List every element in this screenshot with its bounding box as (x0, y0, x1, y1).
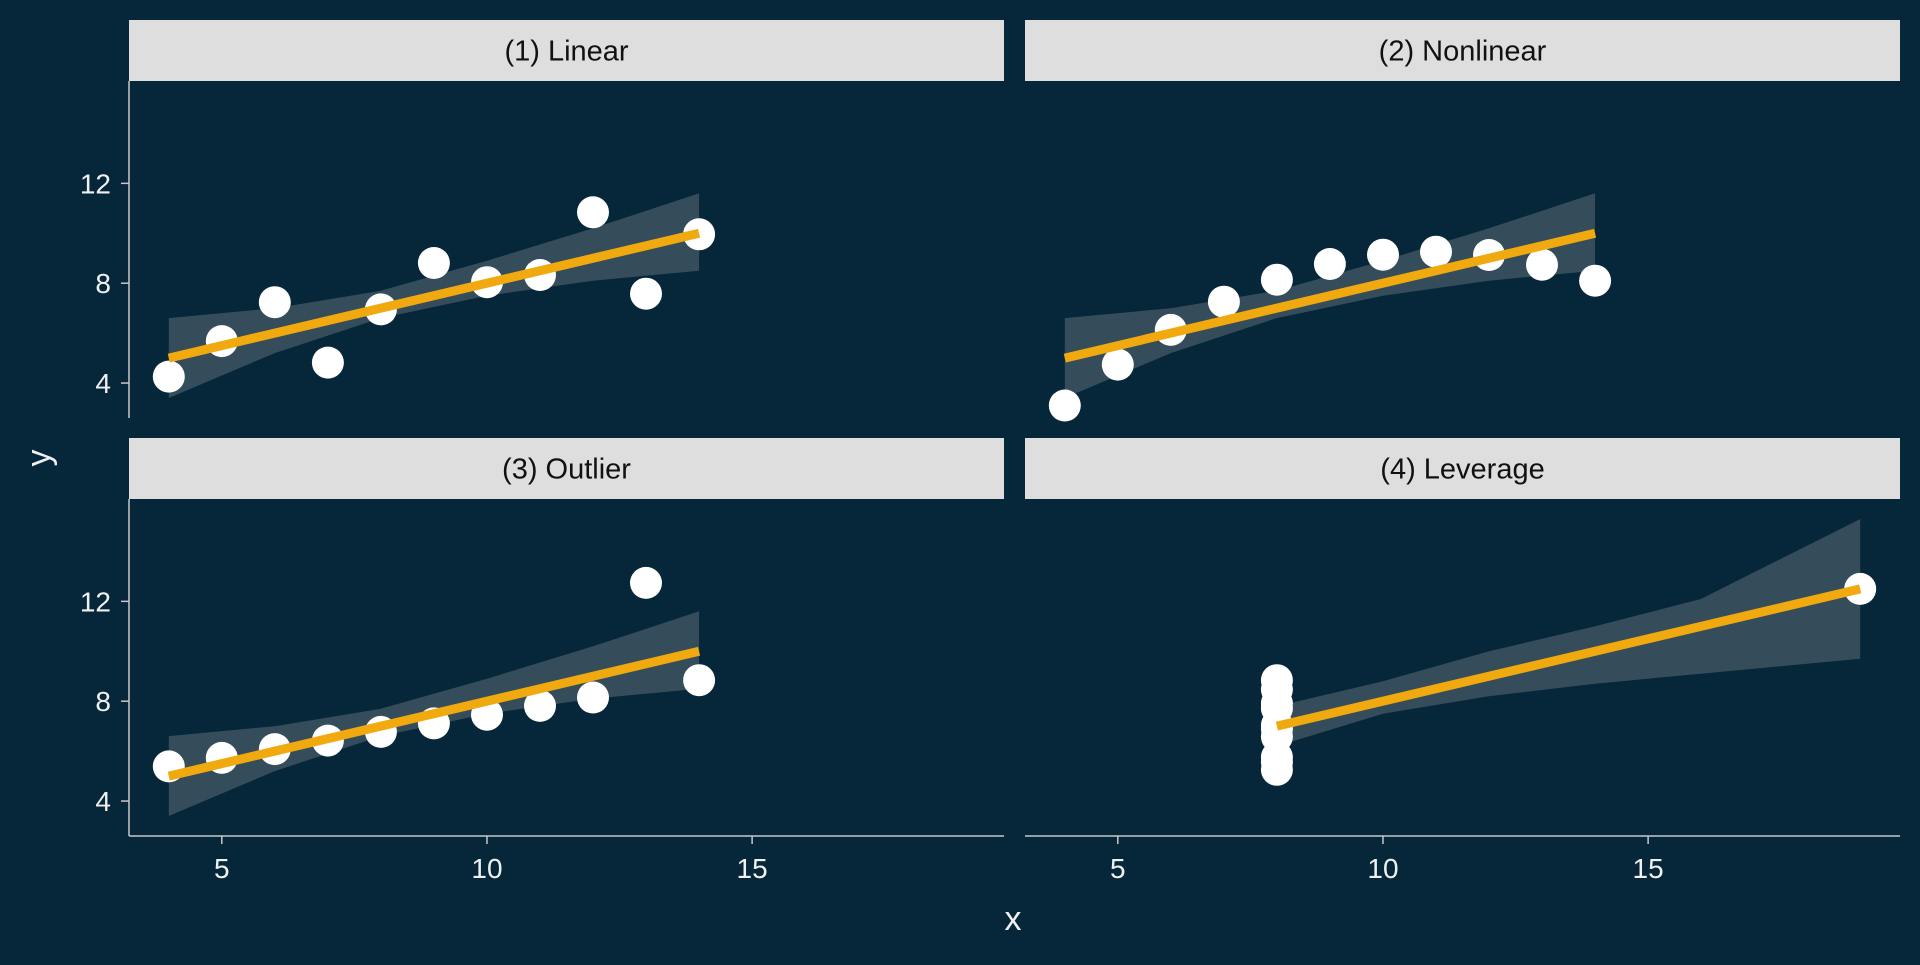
data-point (1526, 248, 1558, 281)
data-point (1367, 238, 1399, 271)
data-point (1101, 348, 1134, 381)
facet-strip (1025, 438, 1900, 499)
data-point (577, 196, 609, 229)
facet-title: (2) Nonlinear (1379, 36, 1547, 68)
y-tick-label: 8 (95, 686, 111, 717)
x-tick-label: 15 (737, 853, 768, 884)
chart-layer: (1) Linear 4 8 12 (2) Nonlinear (3) Outlier 4 8… (80, 20, 1900, 884)
x-tick-label: 5 (214, 853, 230, 884)
facet-strip (1025, 20, 1900, 81)
data-point (1260, 263, 1293, 296)
x-axis-label: x (1005, 900, 1022, 938)
facet-strip (129, 20, 1004, 81)
data-point (1313, 248, 1346, 280)
regression-line (1063, 228, 1597, 363)
facet-strip (129, 438, 1004, 499)
confidence-band (1276, 519, 1861, 747)
facet-panel-3: (3) Outlier 4 8 12 5 10 15 (80, 438, 1004, 884)
data-point (683, 664, 716, 697)
y-axis-label: y (20, 450, 58, 467)
data-point (1420, 235, 1452, 268)
y-tick-label: 4 (95, 368, 111, 399)
regression-line (167, 228, 701, 363)
regression-line (167, 646, 701, 781)
x-tick-label: 5 (1110, 853, 1126, 884)
data-point (577, 681, 609, 714)
x-tick-label: 10 (1367, 853, 1398, 884)
y-tick-label: 4 (95, 786, 111, 817)
y-tick-label: 8 (95, 268, 111, 299)
x-tick-label: 15 (1633, 853, 1664, 884)
y-tick-label: 12 (80, 168, 111, 199)
facet-panel-4: (4) Leverage 5 10 15 (1025, 438, 1900, 884)
data-point (311, 346, 344, 379)
data-point (152, 360, 185, 393)
facet-title: (3) Outlier (502, 454, 631, 486)
data-point (417, 247, 450, 279)
data-point (1207, 285, 1240, 318)
data-point (630, 566, 662, 599)
facet-title: (1) Linear (504, 36, 628, 68)
data-point (258, 286, 291, 319)
data-point (1260, 746, 1293, 779)
data-point (1260, 712, 1293, 745)
data-point (524, 689, 556, 722)
data-point (1260, 687, 1293, 720)
data-point (1048, 389, 1081, 422)
x-tick-label: 10 (471, 853, 502, 884)
facet-panel-2: (2) Nonlinear (1025, 20, 1900, 422)
y-tick-label: 12 (80, 586, 111, 617)
facet-panel-1: (1) Linear 4 8 12 (80, 20, 1004, 418)
regression-line (1275, 584, 1862, 731)
data-point (630, 277, 662, 310)
data-point (1579, 264, 1612, 297)
facet-title: (4) Leverage (1380, 454, 1544, 486)
